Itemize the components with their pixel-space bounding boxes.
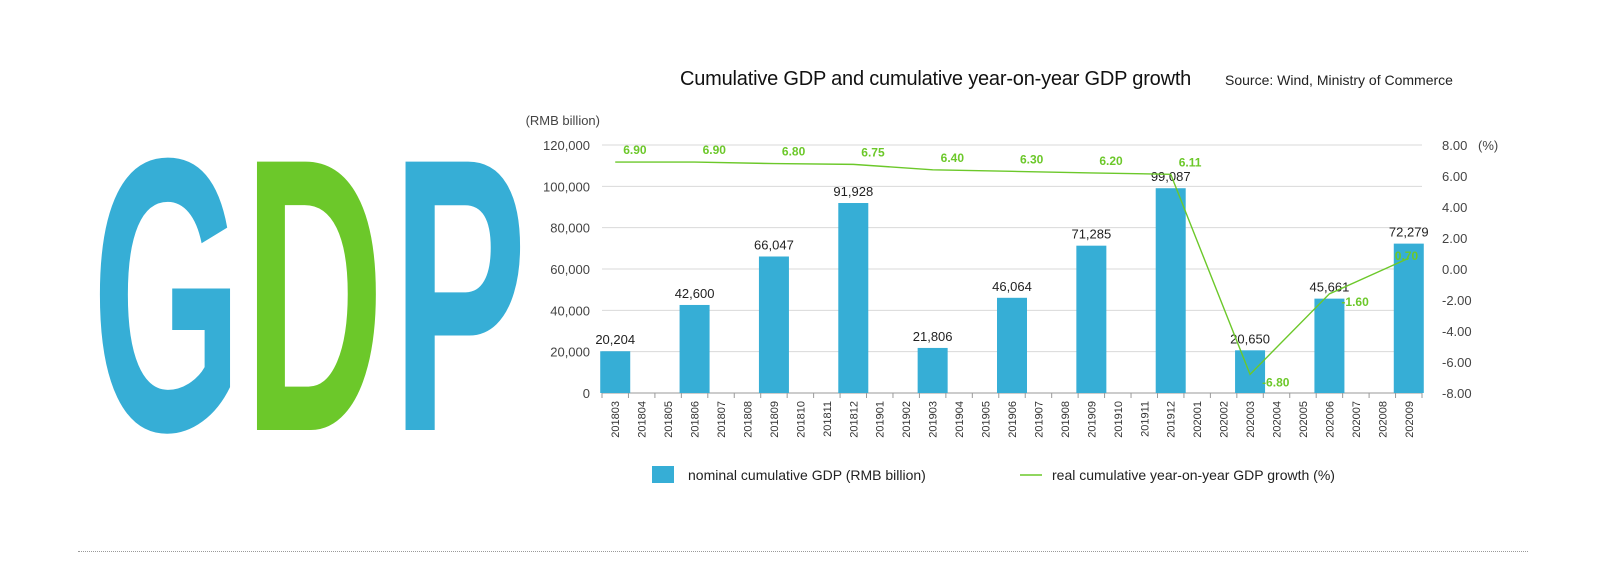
bar-value-label: 45,661: [1310, 280, 1350, 295]
line-value-label: -1.60: [1341, 295, 1369, 309]
bar-value-label: 20,650: [1230, 331, 1270, 346]
bar-value-label: 99,087: [1151, 169, 1191, 184]
x-tick-label: 201904: [954, 401, 966, 438]
bar-value-label: 91,928: [833, 184, 873, 199]
x-tick-label: 202009: [1404, 401, 1416, 438]
chart-source: Source: Wind, Ministry of Commerce: [1225, 72, 1453, 88]
x-tick-label: 202006: [1324, 401, 1336, 438]
left-axis-unit: (RMB billion): [526, 113, 600, 128]
gdp-logo: G D P: [92, 77, 527, 452]
line-value-label: 6.11: [1179, 155, 1202, 169]
line-value-label: 6.80: [782, 145, 806, 159]
x-tick-label: 201807: [716, 401, 728, 438]
line-value-label: 6.20: [1099, 154, 1123, 168]
right-tick-label: -6.00: [1442, 355, 1472, 370]
legend-bar-swatch: [652, 466, 674, 483]
right-tick-label: 6.00: [1442, 169, 1467, 184]
right-tick-label: 4.00: [1442, 200, 1467, 215]
gdp-bar: [600, 351, 631, 393]
x-tick-label: 202008: [1377, 401, 1389, 438]
bar-value-label: 21,806: [913, 329, 953, 344]
bar-value-label: 42,600: [675, 286, 715, 301]
gdp-bar: [997, 297, 1027, 393]
x-tick-label: 201911: [1139, 401, 1151, 437]
x-tick-label: 201806: [690, 401, 702, 438]
line-value-label: 0.70: [1395, 249, 1419, 263]
x-tick-label: 201805: [663, 401, 675, 438]
left-tick-label: 20,000: [550, 345, 590, 360]
line-value-label: -6.80: [1262, 375, 1290, 389]
bar-value-label: 46,064: [992, 279, 1032, 294]
right-tick-label: -8.00: [1442, 386, 1472, 401]
line-value-label: 6.75: [861, 145, 885, 159]
left-tick-label: 40,000: [550, 303, 590, 318]
x-tick-label: 202005: [1298, 401, 1310, 438]
x-tick-label: 201812: [848, 401, 860, 438]
line-value-label: 6.90: [623, 143, 647, 157]
growth-line: [615, 161, 1410, 376]
x-tick-label: 201808: [742, 401, 754, 438]
line-value-label: 6.40: [941, 151, 965, 165]
left-tick-label: 100,000: [543, 179, 590, 194]
legend-line-label: real cumulative year-on-year GDP growth …: [1052, 467, 1335, 483]
bar-value-label: 72,279: [1389, 225, 1429, 240]
gdp-bar: [679, 304, 710, 393]
gdp-bar: [1076, 245, 1107, 393]
gdp-bar: [1314, 298, 1345, 393]
left-tick-label: 0: [583, 386, 590, 401]
x-tick-label: 201907: [1033, 401, 1045, 438]
divider: [78, 551, 1528, 552]
x-tick-label: 202001: [1192, 401, 1204, 438]
x-tick-label: 201903: [928, 401, 940, 438]
left-tick-label: 80,000: [550, 221, 590, 236]
logo-letter-g: G: [92, 77, 242, 452]
x-tick-label: 202004: [1272, 401, 1284, 438]
right-axis-unit: (%): [1478, 138, 1498, 153]
logo-letter-p: P: [392, 77, 527, 452]
gdp-chart: Cumulative GDP and cumulative year-on-ye…: [520, 50, 1606, 520]
chart-plot: 120,000 100,000 80,000 60,000 40,000 20,000 0 8…: [526, 113, 1498, 483]
gdp-bar: [758, 256, 789, 393]
x-tick-label: 201906: [1007, 401, 1019, 438]
x-tick-label: 201902: [901, 401, 913, 438]
x-tick-label: 201910: [1113, 401, 1125, 438]
right-tick-label: -2.00: [1442, 293, 1472, 308]
right-tick-label: 0.00: [1442, 262, 1467, 277]
logo-letter-d: D: [244, 77, 384, 452]
gdp-bar: [838, 203, 869, 393]
right-tick-label: 8.00: [1442, 138, 1467, 153]
x-tick-label: 201908: [1060, 401, 1072, 438]
x-tick-label: 201803: [610, 401, 622, 438]
x-tick-label: 201901: [875, 401, 887, 438]
x-tick-label: 201912: [1166, 401, 1178, 438]
x-tick-label: 201809: [769, 401, 781, 438]
x-tick-label: 202007: [1351, 401, 1363, 438]
gdp-bar: [1393, 243, 1424, 393]
chart-title: Cumulative GDP and cumulative year-on-ye…: [680, 68, 1192, 90]
x-tick-label: 201905: [981, 401, 993, 438]
legend-bar-label: nominal cumulative GDP (RMB billion): [688, 467, 926, 483]
line-value-label: 6.30: [1020, 152, 1044, 166]
left-tick-label: 60,000: [550, 262, 590, 277]
bar-value-label: 20,204: [595, 332, 635, 347]
right-tick-label: -4.00: [1442, 324, 1472, 339]
x-tick-label: 202002: [1219, 401, 1231, 438]
gdp-bar: [917, 347, 948, 393]
bar-value-label: 66,047: [754, 238, 794, 253]
x-tick-label: 202003: [1245, 401, 1257, 438]
x-tick-label: 201909: [1086, 401, 1098, 438]
x-tick-label: 201811: [822, 401, 834, 437]
line-value-label: 6.90: [703, 143, 727, 157]
left-tick-label: 120,000: [543, 138, 590, 153]
x-tick-label: 201804: [637, 401, 649, 438]
x-tick-label: 201810: [795, 401, 807, 438]
right-tick-label: 2.00: [1442, 231, 1467, 246]
gdp-bar: [1235, 350, 1266, 393]
bar-value-label: 71,285: [1071, 227, 1111, 242]
gdp-bar: [1155, 188, 1186, 393]
